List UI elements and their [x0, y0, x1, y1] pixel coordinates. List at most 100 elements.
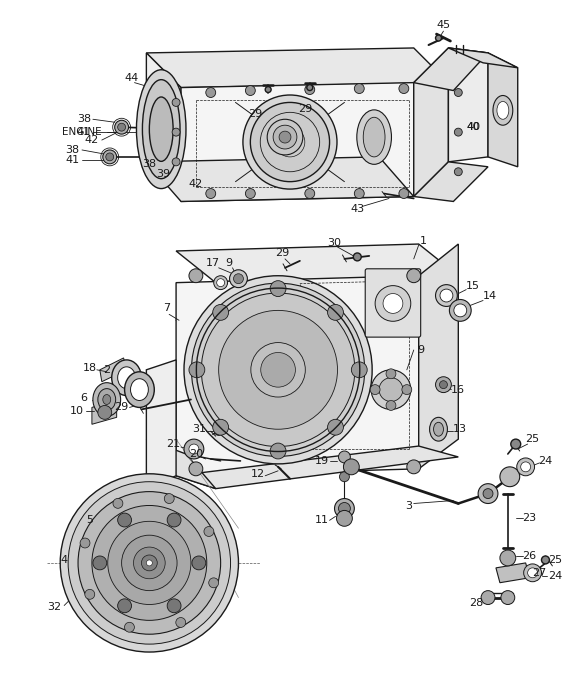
Circle shape [339, 503, 351, 514]
Circle shape [542, 556, 550, 564]
Circle shape [122, 536, 177, 591]
Circle shape [184, 439, 204, 459]
Ellipse shape [137, 70, 186, 188]
Circle shape [399, 188, 409, 199]
Text: 16: 16 [451, 384, 465, 395]
Circle shape [192, 556, 206, 570]
Circle shape [141, 555, 157, 570]
Ellipse shape [93, 383, 121, 416]
Circle shape [172, 99, 180, 106]
Circle shape [339, 451, 351, 463]
Circle shape [189, 444, 199, 454]
Circle shape [217, 279, 225, 286]
Circle shape [125, 622, 134, 632]
Circle shape [354, 188, 364, 199]
Circle shape [189, 462, 203, 476]
Circle shape [511, 439, 521, 449]
Ellipse shape [192, 284, 365, 456]
Circle shape [172, 158, 180, 166]
Text: 43: 43 [350, 204, 364, 214]
Circle shape [370, 385, 380, 395]
Circle shape [167, 599, 181, 612]
Text: 25: 25 [526, 434, 539, 444]
Polygon shape [488, 53, 518, 167]
Text: 41: 41 [65, 155, 79, 165]
Text: 28: 28 [469, 598, 483, 608]
Ellipse shape [219, 310, 337, 429]
Circle shape [500, 550, 516, 566]
Circle shape [478, 484, 498, 503]
Circle shape [386, 400, 396, 410]
Ellipse shape [98, 389, 116, 410]
Text: 29: 29 [114, 402, 129, 412]
Circle shape [454, 128, 462, 136]
Circle shape [399, 83, 409, 94]
Circle shape [118, 599, 132, 612]
Circle shape [206, 188, 216, 199]
Circle shape [108, 522, 191, 605]
Polygon shape [146, 53, 181, 197]
Circle shape [245, 188, 255, 199]
Circle shape [305, 188, 315, 199]
Circle shape [435, 35, 442, 41]
Ellipse shape [454, 304, 467, 317]
Circle shape [206, 88, 216, 97]
Text: 6: 6 [81, 393, 88, 402]
Text: 21: 21 [166, 439, 180, 449]
Circle shape [481, 591, 495, 605]
Text: 39: 39 [156, 169, 170, 178]
Ellipse shape [493, 95, 513, 125]
Polygon shape [448, 48, 518, 68]
Circle shape [339, 472, 349, 482]
Ellipse shape [497, 102, 509, 119]
Circle shape [383, 293, 403, 314]
Text: 29: 29 [275, 248, 289, 258]
Circle shape [353, 253, 362, 261]
Circle shape [375, 286, 411, 321]
Polygon shape [176, 310, 206, 338]
Text: 38: 38 [77, 114, 91, 125]
Circle shape [527, 568, 538, 578]
Ellipse shape [440, 289, 453, 302]
Circle shape [133, 547, 165, 579]
FancyBboxPatch shape [366, 269, 420, 337]
Circle shape [229, 270, 247, 288]
Text: 19: 19 [315, 456, 329, 466]
Circle shape [328, 304, 343, 321]
Ellipse shape [251, 102, 329, 182]
Polygon shape [146, 439, 216, 489]
Circle shape [214, 427, 223, 435]
Ellipse shape [184, 276, 372, 464]
Text: 13: 13 [453, 424, 467, 434]
Circle shape [245, 85, 255, 95]
Circle shape [92, 505, 206, 620]
Circle shape [524, 564, 542, 582]
Ellipse shape [130, 379, 148, 400]
Circle shape [501, 591, 515, 605]
Polygon shape [414, 162, 488, 202]
Circle shape [78, 491, 221, 634]
Circle shape [103, 150, 117, 164]
Circle shape [305, 85, 315, 95]
Polygon shape [414, 48, 488, 90]
Circle shape [118, 123, 126, 131]
Polygon shape [181, 83, 414, 202]
Text: 20: 20 [189, 449, 203, 459]
Ellipse shape [243, 95, 337, 189]
Text: 10: 10 [70, 407, 84, 416]
Text: 40: 40 [467, 122, 480, 132]
Text: 24: 24 [538, 456, 553, 466]
Circle shape [164, 494, 174, 503]
Circle shape [189, 362, 205, 378]
Polygon shape [146, 360, 176, 489]
Text: 11: 11 [315, 515, 329, 525]
Circle shape [68, 482, 231, 644]
Text: 30: 30 [328, 238, 341, 248]
Ellipse shape [251, 342, 305, 397]
Circle shape [267, 119, 303, 155]
Ellipse shape [434, 422, 443, 436]
Text: 38: 38 [65, 145, 79, 155]
Text: 12: 12 [251, 469, 265, 479]
Circle shape [454, 168, 462, 176]
Polygon shape [176, 446, 458, 489]
